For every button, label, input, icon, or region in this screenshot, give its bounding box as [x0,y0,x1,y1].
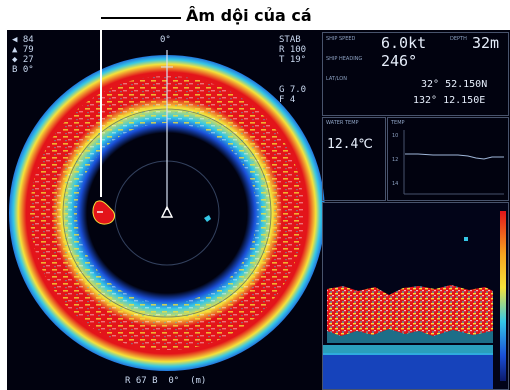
small-echo [204,215,211,222]
navigation-panel: SHIP SPEED 6.0kt DEPTH 32m SHIP HEADING … [322,32,509,116]
seabed-echo [323,353,493,389]
echo-ring-speckle [30,76,305,350]
gain-readout: G 7.0 [279,85,307,95]
water-temp-panel: WATER TEMP 12.4℃ [322,117,386,201]
temp-axis-1: 10 [392,133,399,139]
left-readout-3: ◆ 27 [12,55,34,65]
temp-graph-panel: TEMP 10 12 14 [387,117,509,201]
echogram-panel [322,202,509,390]
temp-graph-label: TEMP [391,120,405,126]
water-temp-value: 12.4℃ [327,137,373,152]
fish-school-fringe [327,329,493,343]
sonar-scope [9,30,325,371]
annotation-caption: Âm dội của cá [186,6,312,25]
heading-readout: 0° [160,35,171,45]
echogram-marker [464,237,468,241]
longitude-value: 132° 12.150E [413,95,486,106]
temp-axis-3: 14 [392,181,399,187]
sonar-display: ◀ 84 ▲ 79 ◆ 27 B 0° 0° STAB R 100 T 19° … [7,30,510,390]
left-readout-1: ◀ 84 [12,35,34,45]
fish-echo-highlight [97,211,103,213]
latitude-value: 32° 52.150N [421,79,488,90]
echogram-color-scale [500,211,506,381]
depth-value: 32m [472,34,500,52]
bottom-readout: R 67 B 0° (m) [125,376,207,386]
fish-echo [92,200,116,225]
depth-label: DEPTH [450,36,467,42]
left-readout-4: B 0° [12,65,34,75]
tilt-readout: T 19° [279,55,307,65]
latlon-label: LAT/LON [326,76,347,82]
water-temp-label: WATER TEMP [326,120,359,126]
ship-heading-label: SHIP HEADING [326,56,363,62]
fish-school-echo [327,285,493,336]
ship-heading-value: 246° [381,52,418,70]
temp-trace [405,153,504,160]
stab-label: STAB [279,35,301,45]
filter-readout: F 4 [279,95,296,105]
ship-speed-value: 6.0kt [381,34,427,52]
temp-axis-2: 12 [392,157,399,163]
range-readout: R 100 [279,45,307,55]
seabed-echo-top [323,345,493,355]
own-ship-icon [160,205,174,218]
ship-speed-label: SHIP SPEED [326,36,356,42]
left-readout-2: ▲ 79 [12,45,34,55]
annotation-leader-horizontal [101,17,181,19]
temp-graph [403,130,504,195]
echogram [323,211,506,389]
